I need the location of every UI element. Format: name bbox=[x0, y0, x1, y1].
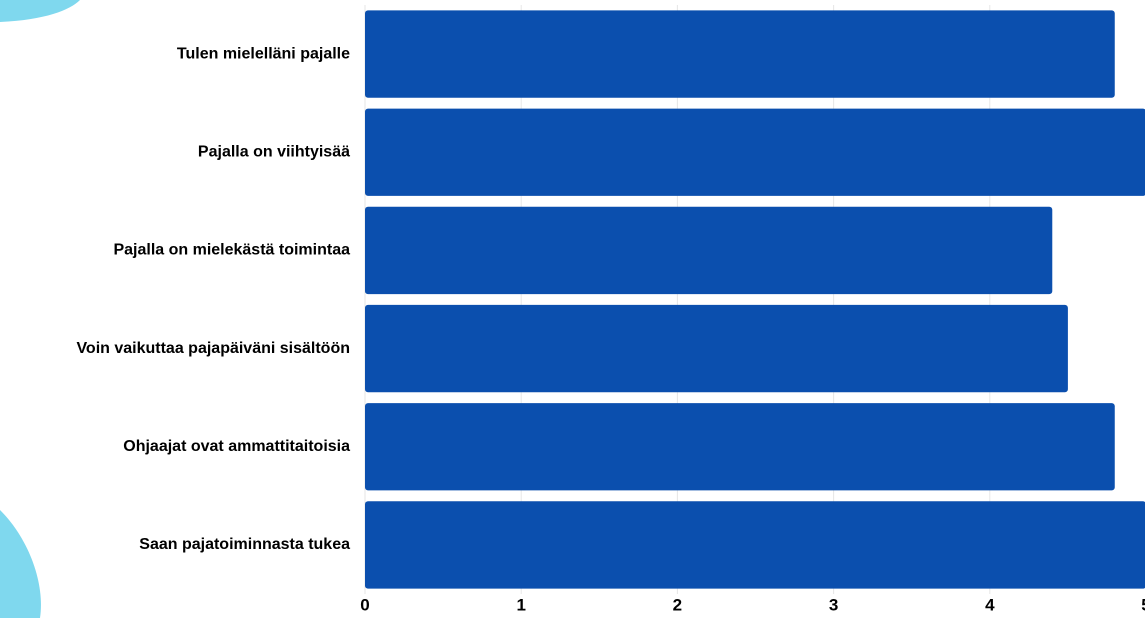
labels: 0 1 2 3 4 5 Tulen mielelläni pajalle Pajalla on… bbox=[76, 45, 1145, 614]
bar bbox=[365, 403, 1115, 491]
x-tick-label: 4 bbox=[985, 595, 995, 614]
x-tick-label: 0 bbox=[360, 595, 369, 614]
bar bbox=[365, 501, 1145, 589]
decor-blob bbox=[0, 0, 80, 22]
y-tick-label: Pajalla on viihtyisää bbox=[198, 143, 350, 160]
x-tick-label: 5 bbox=[1141, 595, 1145, 614]
y-tick-label: Ohjaajat ovat ammattitaitoisia bbox=[123, 438, 350, 455]
y-tick-label: Tulen mielelläni pajalle bbox=[177, 45, 350, 62]
y-tick-label: Pajalla on mielekästä toimintaa bbox=[113, 242, 350, 259]
bar bbox=[365, 304, 1068, 393]
y-tick-label: Voin vaikuttaa pajapäiväni sisältöön bbox=[76, 340, 350, 357]
decor-blob bbox=[0, 510, 41, 618]
bars bbox=[365, 10, 1145, 589]
bar bbox=[365, 10, 1115, 98]
bar bbox=[365, 206, 1053, 295]
x-tick-label: 2 bbox=[673, 595, 682, 614]
x-tick-label: 1 bbox=[516, 595, 525, 614]
bar bbox=[365, 108, 1145, 196]
grid bbox=[364, 5, 991, 594]
x-tick-label: 3 bbox=[829, 595, 838, 614]
y-tick-label: Saan pajatoiminnasta tukea bbox=[139, 536, 350, 553]
